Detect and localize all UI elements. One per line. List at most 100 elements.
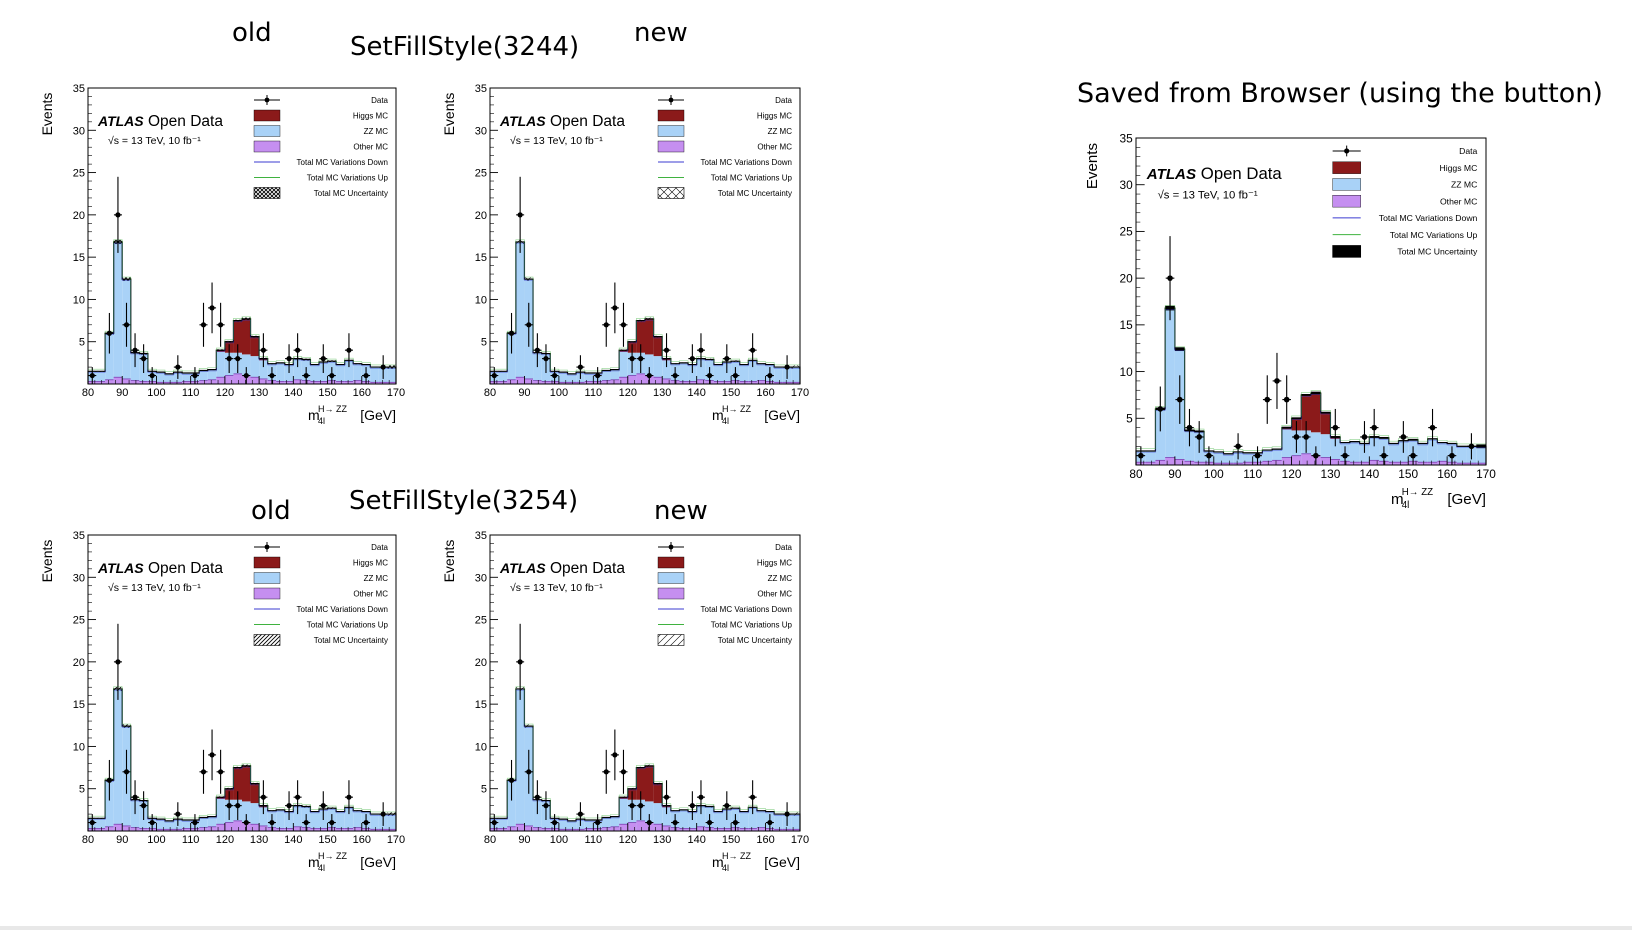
data-point xyxy=(346,347,352,353)
other-mc-bar xyxy=(1466,463,1477,465)
legend-label: Other MC xyxy=(353,143,388,152)
zz-mc-bar xyxy=(1320,434,1331,465)
variation-up-line xyxy=(490,239,800,373)
other-mc-bar xyxy=(378,829,388,831)
other-mc-bar xyxy=(336,381,345,384)
atlas-label: ATLAS xyxy=(499,560,546,576)
other-mc-bar xyxy=(541,381,551,384)
zz-mc-bar xyxy=(1369,436,1380,465)
data-point xyxy=(132,794,138,800)
zz-mc-bar xyxy=(156,372,165,384)
data-point xyxy=(750,347,756,353)
legend-label: Total MC Variations Up xyxy=(307,621,389,630)
zz-mc-bar xyxy=(1242,452,1253,465)
zz-mc-bar xyxy=(1145,450,1156,465)
other-mc-bar xyxy=(165,829,174,831)
x-axis-label-sub: 4l xyxy=(1402,500,1410,511)
zz-mc-bar xyxy=(199,817,208,831)
other-mc-bar xyxy=(353,380,362,384)
legend-label: Total MC Variations Up xyxy=(1390,230,1478,240)
legend-data-marker xyxy=(668,544,674,550)
other-mc-bar xyxy=(662,825,671,831)
x-tick-label: 130 xyxy=(1321,467,1341,481)
legend-label: ZZ MC xyxy=(1451,180,1477,190)
other-mc-bar xyxy=(207,379,217,384)
data-point xyxy=(209,752,215,758)
legend-label: Data xyxy=(775,543,792,552)
legend-swatch xyxy=(657,140,685,153)
data-point xyxy=(329,819,335,826)
legend-label: Higgs MC xyxy=(353,112,388,121)
legend-swatch xyxy=(253,125,281,137)
other-mc-bar xyxy=(498,381,508,384)
legend-swatch xyxy=(657,572,685,584)
other-mc-bar xyxy=(250,377,260,384)
y-tick-label: 15 xyxy=(1120,318,1134,332)
zz-mc-bar xyxy=(353,810,362,831)
y-tick-label: 30 xyxy=(1120,178,1134,192)
y-tick-label: 10 xyxy=(73,294,85,306)
variation-up-line xyxy=(490,686,800,820)
other-mc-bar xyxy=(207,826,217,831)
legend-label: Higgs MC xyxy=(353,559,388,568)
other-mc-bar xyxy=(515,377,525,384)
data-point xyxy=(724,356,730,362)
data-point xyxy=(1167,275,1173,281)
data-point xyxy=(141,356,147,362)
data-point xyxy=(646,819,652,826)
higgs-mc-bar xyxy=(645,765,654,802)
zz-mc-bar xyxy=(515,241,525,384)
zz-mc-bar xyxy=(558,819,568,831)
y-tick-label: 30 xyxy=(73,572,85,584)
y-axis-label: Events xyxy=(441,540,457,583)
other-mc-bar xyxy=(774,829,783,831)
other-mc-bar xyxy=(293,826,302,831)
data-point xyxy=(89,372,95,379)
data-point xyxy=(380,364,386,370)
other-mc-bar xyxy=(1242,462,1253,465)
zz-mc-bar xyxy=(567,373,577,384)
x-tick-label: 90 xyxy=(518,387,530,399)
legend-uncertainty-swatch xyxy=(1332,245,1362,258)
other-mc-bar xyxy=(1272,460,1282,465)
x-tick-label: 100 xyxy=(550,387,568,399)
legend-swatch xyxy=(253,587,281,600)
zz-mc-bar xyxy=(679,362,689,384)
x-tick-label: 120 xyxy=(619,834,637,846)
x-tick-label: 110 xyxy=(182,387,200,399)
zz-mc-bar xyxy=(756,363,766,384)
data-point xyxy=(526,769,532,775)
zz-mc-bar xyxy=(533,352,542,384)
data-point xyxy=(543,803,549,809)
data-point xyxy=(732,819,739,826)
legend-label: Higgs MC xyxy=(757,112,792,121)
y-tick-label: 35 xyxy=(475,530,487,542)
legend-label: Total MC Variations Up xyxy=(711,174,793,183)
other-mc-bar xyxy=(1233,463,1243,465)
data-point xyxy=(543,356,549,362)
x-axis-label-unit: [GeV] xyxy=(764,407,800,423)
data-point xyxy=(226,803,232,809)
y-tick-label: 5 xyxy=(481,784,487,796)
data-point xyxy=(1274,378,1280,384)
variation-down-line xyxy=(88,689,396,823)
y-axis-label: Events xyxy=(1084,143,1101,190)
data-point xyxy=(329,372,335,379)
data-point xyxy=(320,803,326,809)
open-data-label: Open Data xyxy=(550,560,625,577)
zz-mc-bar xyxy=(353,363,362,384)
y-tick-label: 25 xyxy=(1120,225,1134,239)
zz-mc-bar xyxy=(370,814,379,831)
other-mc-bar xyxy=(1213,463,1224,465)
data-point xyxy=(706,372,713,379)
x-tick-label: 90 xyxy=(116,387,128,399)
data-point xyxy=(638,803,644,809)
data-point xyxy=(243,819,249,826)
other-mc-bar xyxy=(1155,460,1166,465)
zz-mc-bar xyxy=(113,688,123,831)
legend-label: Total MC Variations Up xyxy=(711,621,793,630)
y-tick-label: 10 xyxy=(475,294,487,306)
x-tick-label: 80 xyxy=(82,387,94,399)
data-point xyxy=(1371,424,1378,431)
